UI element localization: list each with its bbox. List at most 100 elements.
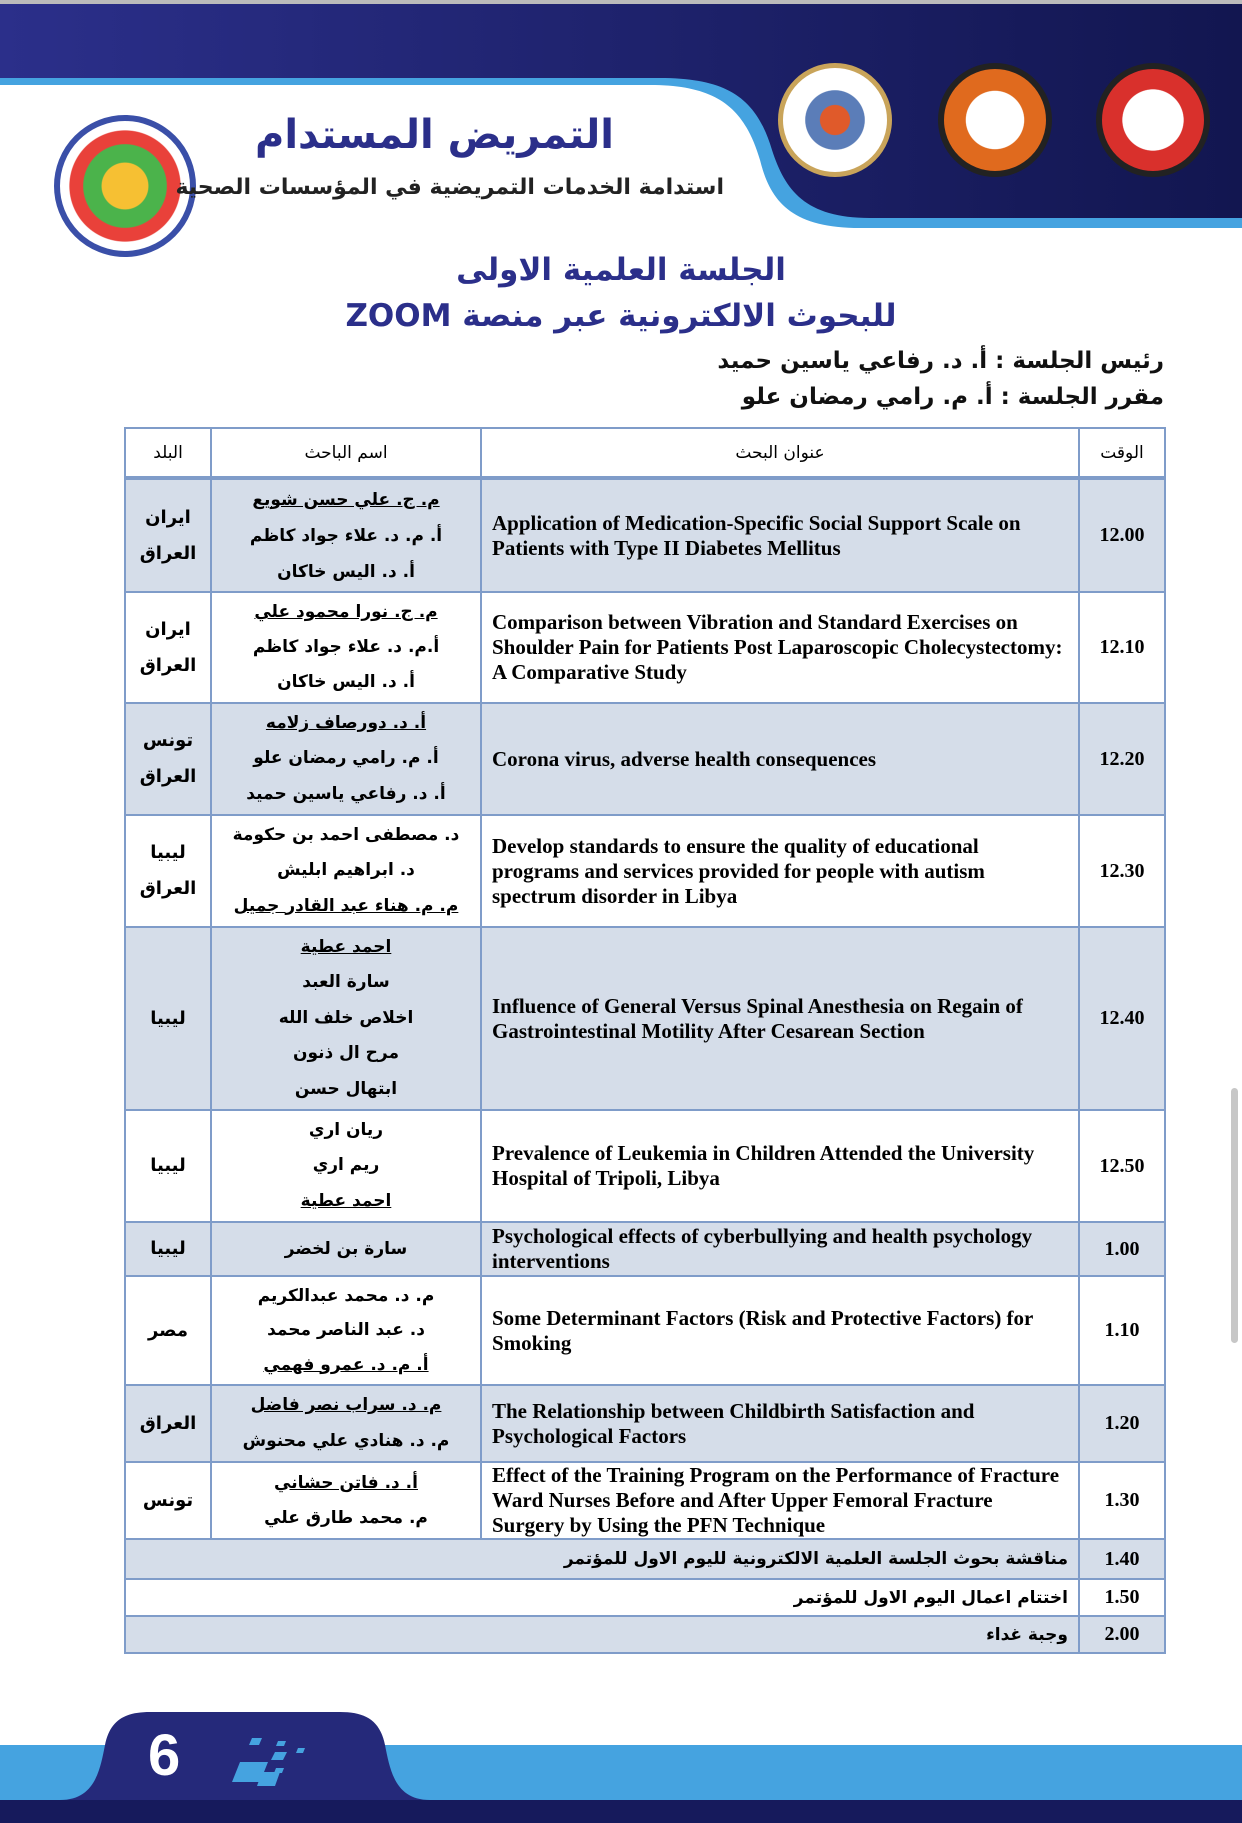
time-cell: 12.50 [1078,1109,1166,1223]
schedule-table: الوقت عنوان البحث اسم الباحث البلد 12.00… [124,427,1166,1654]
table-row: 12.50 Prevalence of Leukemia in Children… [124,1109,1166,1223]
researchers-cell: أ. د. دورصاف زلامه أ. م. رامي رمضان علو أ.… [210,702,482,816]
closing-row: 1.50 اختتام اعمال اليوم الاول للمؤتمر [124,1578,1166,1617]
researcher-name: م. ج. علي حسن شويع [252,489,440,510]
researcher-name: مرح ال ذنون [292,1043,400,1064]
header-country: البلد [124,427,212,480]
time-cell: 12.00 [1078,477,1166,593]
country-cell: تونس [124,1461,212,1540]
agenda-item: مناقشة بحوث الجلسة العلمية الالكترونية ل… [124,1538,1080,1580]
paper-title: Comparison between Vibration and Standar… [480,591,1080,704]
time-cell: 2.00 [1078,1615,1166,1654]
table-row: 12.20 Corona virus, adverse health conse… [124,702,1166,816]
country-cell: ليبيا العراق [124,814,212,928]
session-subtitle: للبحوث الالكترونية عبر منصة ZOOM [345,298,897,334]
table-header: الوقت عنوان البحث اسم الباحث البلد [124,427,1166,480]
country-cell: تونس العراق [124,702,212,816]
time-cell: 12.20 [1078,702,1166,816]
country-cell: ليبيا [124,926,212,1111]
researcher-name: أ. م. رامي رمضان علو [253,748,439,769]
researcher-name: ابتهال حسن [294,1078,398,1099]
country-cell: ليبيا [124,1109,212,1223]
table-row: 12.10 Comparison between Vibration and S… [124,591,1166,704]
header-title: عنوان البحث [480,427,1080,480]
researcher-name: اخلاص خلف الله [278,1007,414,1028]
paper-title: Some Determinant Factors (Risk and Prote… [480,1275,1080,1386]
agenda-item: وجبة غداء [124,1615,1080,1654]
country-name: ليبيا [150,1238,186,1259]
country-name: العراق [139,878,197,899]
researcher-name: احمد عطية [300,1190,392,1211]
country-cell: ايران العراق [124,477,212,593]
scrollbar[interactable] [1231,1088,1238,1343]
time-cell: 12.30 [1078,814,1166,928]
researcher-name: م. د. هنادي علي محنوش [242,1430,450,1451]
paper-title: The Relationship between Childbirth Sati… [480,1384,1080,1463]
paper-title: Influence of General Versus Spinal Anest… [480,926,1080,1111]
country-name: ليبيا [150,1155,186,1176]
researchers-cell: م. د. سراب نصر فاضل م. د. هنادي علي محنوش [210,1384,482,1463]
table-row: 1.00 Psychological effects of cyberbully… [124,1221,1166,1277]
table-row: 1.20 The Relationship between Childbirth… [124,1384,1166,1463]
country-name: ليبيا [150,1007,186,1029]
session-chair: رئيس الجلسة : أ. د. رفاعي ياسين حميد [717,348,1164,374]
session-title: الجلسة العلمية الاولى [456,252,786,288]
footer-banner [0,1712,1242,1823]
researcher-name: ريم اري [312,1155,380,1176]
time-cell: 1.00 [1078,1221,1166,1277]
researchers-cell: أ. د. فاتن حشاني م. محمد طارق علي [210,1461,482,1540]
country-name: تونس [142,1489,194,1511]
session-rapporteur: مقرر الجلسة : أ. م. رامي رمضان علو [741,384,1164,410]
university-logo [938,63,1052,177]
researcher-name: سارة بن لخضر [284,1239,408,1259]
paper-title: Effect of the Training Program on the Pe… [480,1461,1080,1540]
table-row: 1.10 Some Determinant Factors (Risk and … [124,1275,1166,1386]
researcher-name: أ. د. فاتن حشاني [274,1472,418,1493]
conference-title: التمريض المستدام [255,112,614,158]
researcher-name: د. عبد الناصر محمد [267,1320,425,1341]
time-cell: 1.20 [1078,1384,1166,1463]
researchers-cell: م. ج. نورا محمود علي أ.م. د. علاء جواد كا… [210,591,482,704]
country-cell: مصر [124,1275,212,1386]
header-time: الوقت [1078,427,1166,480]
agenda-item: اختتام اعمال اليوم الاول للمؤتمر [124,1578,1080,1617]
country-name: العراق [139,766,197,787]
researchers-cell: م. ج. علي حسن شويع أ. م. د. علاء جواد كاظ… [210,477,482,593]
researcher-name: سارة العبد [302,972,390,993]
closing-row: 1.40 مناقشة بحوث الجلسة العلمية الالكترو… [124,1538,1166,1580]
researcher-name: أ. د. اليس خاكان [277,672,415,692]
researcher-name: أ. م. د. عمرو فهمي [263,1354,429,1375]
top-edge [0,0,1242,4]
closing-row: 2.00 وجبة غداء [124,1615,1166,1654]
country-cell: ايران العراق [124,591,212,704]
country-name: ايران [145,618,191,640]
country-name: ليبيا [150,842,186,863]
ministry-logo [778,63,892,177]
researcher-name: م. د. محمد عبدالكريم [257,1286,435,1306]
country-name: تونس [142,730,194,751]
researcher-name: م. ج. نورا محمود علي [254,602,438,622]
time-cell: 1.40 [1078,1538,1166,1580]
paper-title: Prevalence of Leukemia in Children Atten… [480,1109,1080,1223]
time-cell: 1.50 [1078,1578,1166,1617]
researchers-cell: م. د. محمد عبدالكريم د. عبد الناصر محمد أ.… [210,1275,482,1386]
table-row: 12.40 Influence of General Versus Spinal… [124,926,1166,1111]
country-name: مصر [147,1319,189,1341]
researcher-name: م. محمد طارق علي [264,1507,428,1528]
paper-title: Develop standards to ensure the quality … [480,814,1080,928]
country-name: العراق [139,1412,197,1434]
researchers-cell: د. مصطفى احمد بن حكومة د. ابراهيم ابليش م.… [210,814,482,928]
researcher-name: أ. د. اليس خاكان [277,561,415,582]
header-banner [0,0,1242,228]
conference-subtitle: استدامة الخدمات التمريضية في المؤسسات ال… [175,175,724,200]
researcher-name: أ. م. د. علاء جواد كاظم [249,525,443,546]
pixel-decoration-icon [232,1738,305,1786]
country-cell: ليبيا [124,1221,212,1277]
researchers-cell: احمد عطية سارة العبد اخلاص خلف الله مرح ال … [210,926,482,1111]
researcher-name: أ.م. د. علاء جواد كاظم [252,637,440,657]
researchers-cell: سارة بن لخضر [210,1221,482,1277]
researcher-name: أ. د. رفاعي ياسين حميد [246,783,446,804]
table-row: 12.00 Application of Medication-Specific… [124,477,1166,593]
researcher-name: ريان اري [308,1120,384,1140]
time-cell: 12.10 [1078,591,1166,704]
